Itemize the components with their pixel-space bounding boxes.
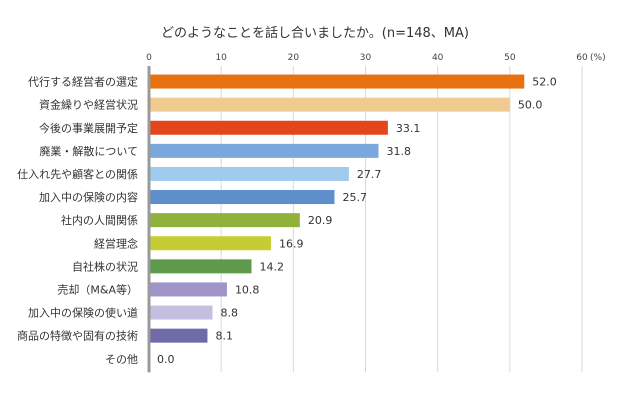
bar	[149, 97, 510, 112]
category-label: 自社株の状況	[72, 259, 138, 273]
bar	[149, 236, 271, 251]
bar	[149, 328, 208, 343]
x-tick-label: 60	[576, 53, 588, 63]
data-label: 0.0	[157, 353, 175, 366]
x-tick-label: 0	[146, 53, 152, 63]
bar	[149, 259, 252, 274]
category-label: 仕入れ先や顧客との関係	[17, 167, 138, 181]
category-label: 代行する経営者の選定	[28, 75, 138, 89]
data-label: 50.0	[518, 99, 543, 112]
category-label: 売却（M&A等）	[57, 282, 138, 296]
x-tick-label: 50	[504, 53, 516, 63]
data-label: 16.9	[279, 237, 304, 250]
bar	[149, 143, 379, 158]
category-label: 経営理念	[94, 236, 138, 250]
data-label: 25.7	[342, 191, 367, 204]
category-label: 加入中の保険の使い道	[28, 306, 138, 320]
data-label: 52.0	[532, 76, 557, 89]
bar	[149, 305, 213, 320]
category-label: その他	[105, 353, 138, 366]
category-label: 社内の人間関係	[61, 213, 138, 227]
data-label: 10.8	[235, 283, 260, 296]
category-label: 資金繰りや経営状況	[39, 98, 138, 112]
bar	[149, 166, 349, 181]
data-label: 8.8	[221, 307, 239, 320]
data-label: 14.2	[259, 260, 284, 273]
bar	[149, 213, 300, 228]
category-labels: 代行する経営者の選定資金繰りや経営状況今後の事業展開予定廃業・解散について仕入れ…	[17, 75, 138, 366]
data-label: 31.8	[386, 145, 411, 158]
bars	[149, 74, 525, 343]
category-label: 今後の事業展開予定	[39, 121, 138, 135]
y-axis-line	[147, 66, 151, 373]
bar	[149, 190, 335, 205]
bar	[149, 74, 525, 89]
unit-label: (%)	[590, 53, 606, 63]
x-tick-label: 10	[215, 53, 227, 63]
data-label: 27.7	[357, 168, 382, 181]
category-label: 廃業・解散について	[39, 144, 138, 158]
x-axis-ticks: 0 10 20 30 40 50 60	[146, 53, 588, 63]
chart-title: どのようなことを話し合いましたか。(n=148、MA)	[161, 26, 469, 41]
data-labels: 52.0 50.0 33.1 31.8 27.7 25.7 20.9 16.9 14.2 10.8…	[157, 76, 557, 366]
category-label: 加入中の保険の内容	[39, 190, 138, 204]
category-label: 商品の特徴や固有の技術	[17, 329, 138, 343]
x-tick-label: 40	[432, 53, 444, 63]
data-label: 20.9	[308, 214, 333, 227]
x-tick-label: 30	[360, 53, 372, 63]
bar	[149, 120, 388, 135]
x-tick-label: 20	[288, 53, 300, 63]
bar	[149, 282, 227, 297]
data-label: 33.1	[396, 122, 421, 135]
data-label: 8.1	[215, 330, 233, 343]
